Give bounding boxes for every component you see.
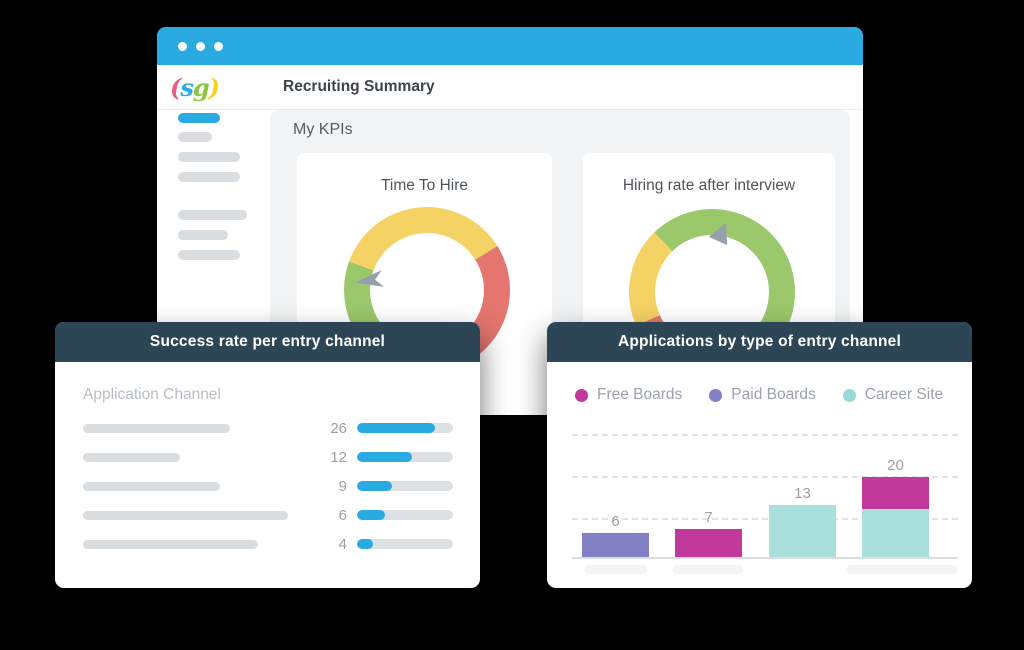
legend-item: Career Site — [842, 386, 944, 404]
legend-dot-icon — [709, 388, 723, 402]
legend-label: Career Site — [864, 386, 944, 403]
window-control-dot[interactable] — [196, 42, 205, 51]
success-row: 4 — [83, 534, 453, 554]
success-bar-fill — [357, 481, 392, 491]
sidebar-item[interactable] — [178, 250, 240, 260]
applications-card: Applications by type of entry channel Fr… — [547, 322, 972, 588]
success-bar-fill — [357, 539, 374, 549]
channel-name-placeholder — [83, 423, 230, 433]
x-axis-placeholder — [585, 565, 647, 574]
success-bar-fill — [357, 510, 385, 520]
bar-segment — [675, 529, 742, 557]
success-bar-track — [357, 510, 453, 520]
channel-name-placeholder — [83, 539, 258, 549]
success-value: 6 — [338, 506, 347, 524]
bar-segment — [862, 509, 929, 557]
legend-label: Paid Boards — [731, 386, 816, 403]
success-bar-fill — [357, 423, 435, 433]
success-rate-card: Success rate per entry channel Applicati… — [55, 322, 480, 588]
bar-segment — [769, 505, 836, 557]
applications-card-header: Applications by type of entry channel — [547, 322, 972, 362]
sidebar-item[interactable] — [178, 172, 240, 182]
section-title: My KPIs — [293, 121, 353, 138]
gridline-30 — [572, 434, 958, 436]
window-control-dot[interactable] — [214, 42, 223, 51]
chart-baseline — [572, 557, 958, 559]
browser-window: (sg) Recruiting Summary My KPIs Time To … — [157, 27, 863, 415]
window-control-dot[interactable] — [178, 42, 187, 51]
channel-name-placeholder — [83, 510, 288, 520]
kpi-card-title: Time To Hire — [381, 177, 468, 194]
sidebar-nav — [157, 110, 270, 415]
success-rate-card-header: Success rate per entry channel — [55, 322, 480, 362]
bar-segment — [582, 533, 649, 557]
legend-dot-icon — [575, 388, 588, 402]
sidebar-item[interactable] — [178, 210, 247, 220]
legend-label: Free Boards — [597, 386, 683, 403]
x-axis-placeholder — [847, 565, 957, 574]
success-row: 12 — [83, 447, 453, 467]
legend-dot-icon — [842, 388, 856, 402]
channel-name-placeholder — [83, 452, 180, 462]
bar-free-boards: 7 — [675, 509, 742, 557]
success-bar-track — [357, 452, 453, 462]
sidebar-item[interactable] — [178, 132, 212, 142]
app-header: (sg) Recruiting Summary — [157, 65, 863, 110]
legend-item: Free Boards — [575, 386, 682, 404]
success-bar-track — [357, 481, 453, 491]
success-bar-track — [357, 423, 453, 433]
bar-value-label: 7 — [704, 509, 713, 526]
success-row: 6 — [83, 505, 453, 525]
application-channel-label: Application Channel — [83, 386, 221, 403]
success-value: 9 — [338, 477, 347, 495]
success-value: 4 — [338, 535, 347, 553]
gridline-20 — [572, 476, 958, 478]
sg-logo: (sg) — [170, 73, 265, 102]
bar-segment — [862, 477, 929, 509]
bar-career-site: 13 — [769, 485, 836, 557]
success-value: 12 — [330, 448, 347, 466]
success-rate-rows: 26 12 9 6 4 — [83, 418, 453, 563]
kpi-card-title: Hiring rate after interview — [622, 177, 796, 194]
bar-stacked: 20 — [862, 457, 929, 557]
bar-paid-boards: 6 — [582, 513, 649, 557]
success-bar-fill — [357, 452, 412, 462]
bar-value-label: 6 — [611, 513, 620, 530]
x-axis-placeholder — [673, 565, 743, 574]
window-controls — [178, 42, 223, 51]
success-row: 9 — [83, 476, 453, 496]
bar-value-label: 13 — [794, 485, 811, 502]
gridline-10 — [572, 518, 958, 520]
legend-item: Paid Boards — [709, 386, 816, 404]
logo-char: s — [180, 72, 193, 102]
logo-char: ) — [208, 72, 220, 102]
bar-value-label: 20 — [887, 457, 904, 474]
logo-char: g — [192, 72, 210, 102]
success-row: 26 — [83, 418, 453, 438]
channel-name-placeholder — [83, 481, 220, 491]
success-value: 26 — [330, 419, 347, 437]
sidebar-item[interactable] — [178, 152, 240, 162]
browser-titlebar — [157, 27, 863, 65]
chart-legend: Free Boards Paid Boards Career Site — [575, 386, 943, 404]
success-bar-track — [357, 539, 453, 549]
sidebar-item[interactable] — [178, 113, 220, 123]
logo-char: ( — [170, 72, 181, 102]
page-title: Recruiting Summary — [283, 78, 435, 95]
sidebar-item[interactable] — [178, 230, 228, 240]
